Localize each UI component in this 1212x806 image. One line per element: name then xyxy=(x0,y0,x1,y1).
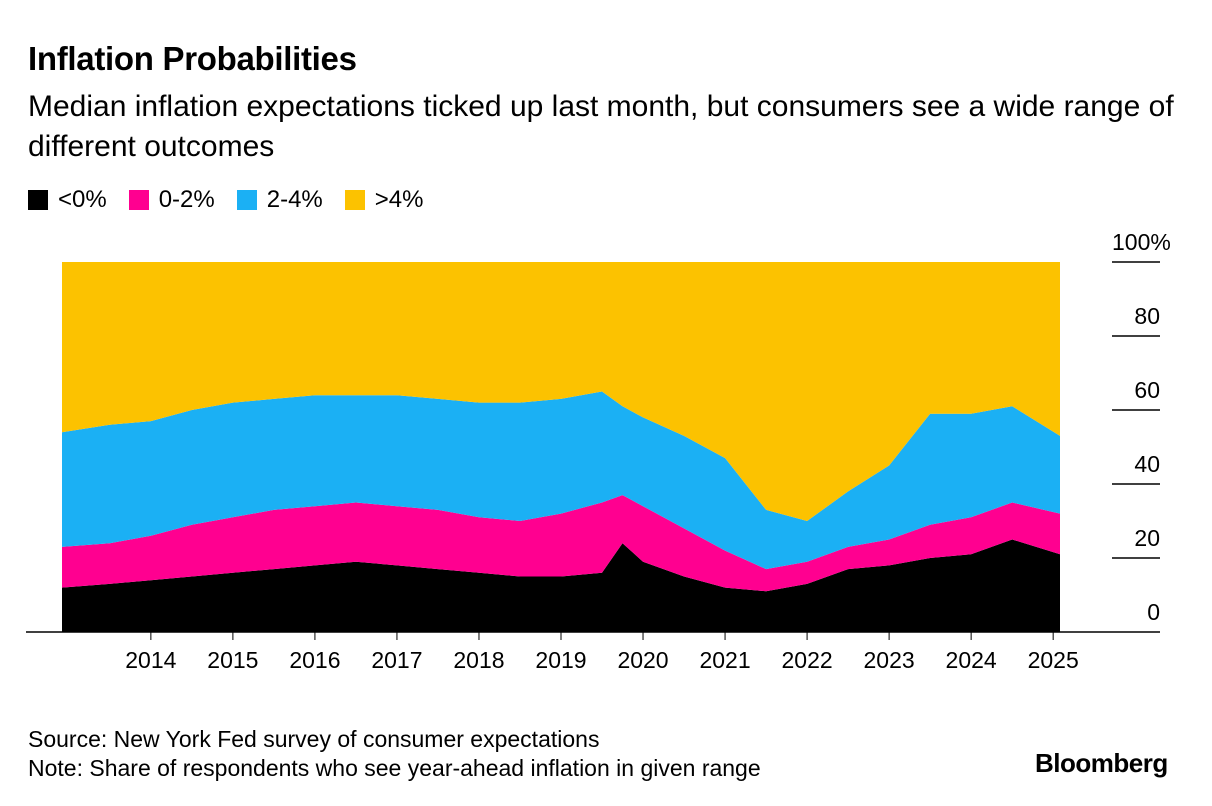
area-series-0 xyxy=(62,539,1060,632)
legend-label-two-to-four: 2-4% xyxy=(266,186,323,213)
chart-source: Source: New York Fed survey of consumer … xyxy=(28,725,761,783)
chart-subtitle: Median inflation expectations ticked up … xyxy=(28,90,1174,163)
x-tick-label-2020: 2020 xyxy=(617,647,668,673)
x-tick-label-2023: 2023 xyxy=(864,647,915,673)
y-tick-label-40: 40 xyxy=(1134,451,1160,477)
legend-item-below-zero: <0% xyxy=(28,186,107,214)
area-series-3 xyxy=(62,262,1060,521)
legend-label-above-four: >4% xyxy=(374,186,424,213)
legend-swatch-zero-to-two xyxy=(128,190,149,210)
legend-swatch-above-four xyxy=(344,190,365,210)
x-tick-label-2014: 2014 xyxy=(125,647,176,673)
x-tick-label-2022: 2022 xyxy=(781,647,832,673)
legend-label-below-zero: <0% xyxy=(58,186,107,213)
area-series-2 xyxy=(62,391,1060,570)
y-tick-label-0: 0 xyxy=(1147,599,1160,625)
x-tick-label-2021: 2021 xyxy=(699,647,750,673)
source-text: Source: New York Fed survey of consumer … xyxy=(28,726,600,752)
x-tick-label-2017: 2017 xyxy=(371,647,422,673)
x-tick-label-2019: 2019 xyxy=(535,647,586,673)
legend-label-zero-to-two: 0-2% xyxy=(158,186,215,213)
legend: <0% 0-2% 2-4% >4% xyxy=(28,186,445,214)
legend-swatch-two-to-four xyxy=(236,190,257,210)
y-tick-label-80: 80 xyxy=(1134,303,1160,329)
note-text: Note: Share of respondents who see year-… xyxy=(28,755,761,781)
y-tick-label-100: 100% xyxy=(1112,229,1171,255)
legend-item-zero-to-two: 0-2% xyxy=(128,186,215,214)
legend-item-two-to-four: 2-4% xyxy=(236,186,323,214)
y-tick-label-60: 60 xyxy=(1134,377,1160,403)
area-series-1 xyxy=(62,495,1060,592)
x-tick-label-2025: 2025 xyxy=(1028,647,1079,673)
x-tick-label-2016: 2016 xyxy=(289,647,340,673)
legend-item-above-four: >4% xyxy=(344,186,424,214)
chart-title: Inflation Probabilities xyxy=(28,40,357,77)
bloomberg-logo: Bloomberg xyxy=(1035,748,1168,778)
x-tick-label-2015: 2015 xyxy=(207,647,258,673)
legend-swatch-below-zero xyxy=(28,190,48,210)
y-tick-label-20: 20 xyxy=(1134,525,1160,551)
x-tick-label-2018: 2018 xyxy=(453,647,504,673)
x-tick-label-2024: 2024 xyxy=(946,647,997,673)
